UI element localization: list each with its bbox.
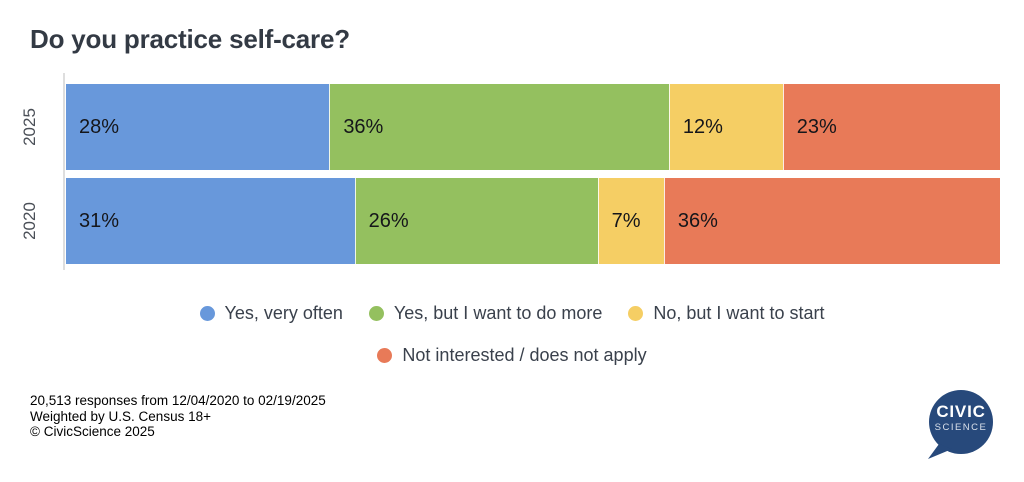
y-axis-tick-label: 2025 (20, 108, 40, 146)
bar-row-2020: 2020 31% 26% 7% 36% (20, 178, 1000, 264)
legend-label: Not interested / does not apply (402, 344, 647, 365)
legend-label: Yes, but I want to do more (393, 302, 603, 323)
logo-text: CIVIC SCIENCE (925, 402, 997, 433)
bar-segment: 36% (329, 84, 669, 170)
bar-stack: 31% 26% 7% 36% (66, 178, 1000, 264)
bar-stack: 28% 36% 12% 23% (66, 84, 1000, 170)
legend-label: No, but I want to start (653, 302, 825, 323)
logo-word-civic: CIVIC (936, 402, 986, 421)
chart-title: Do you practice self-care? (30, 24, 350, 54)
bar-value-label: 36% (677, 209, 718, 232)
legend-item: Yes, but I want to do more (368, 302, 603, 324)
bar-value-label: 12% (682, 115, 723, 138)
legend-item: Yes, very often (199, 302, 343, 324)
bar-segment: 31% (66, 178, 355, 264)
legend-row-1: Yes, very often Yes, but I want to do mor… (0, 302, 1024, 324)
legend: Yes, very often Yes, but I want to do mor… (0, 302, 1024, 366)
bar-value-label: 31% (79, 209, 120, 232)
bar-value-label: 36% (343, 115, 384, 138)
bar-segment: 12% (668, 84, 783, 170)
stacked-bar-chart: 2025 28% 36% 12% 23% 2020 31% 26% 7% 36% (20, 84, 1000, 272)
bar-segment: 23% (782, 84, 1000, 170)
bar-value-label: 7% (611, 209, 641, 232)
bar-value-label: 23% (796, 115, 837, 138)
legend-dot-icon (628, 305, 644, 321)
footnote: 20,513 responses from 12/04/2020 to 02/1… (30, 393, 326, 440)
y-axis-line (63, 73, 65, 270)
bar-segment: 26% (354, 178, 598, 264)
legend-dot-icon (377, 347, 393, 363)
footnote-weighting: Weighted by U.S. Census 18+ (30, 408, 211, 424)
y-axis-tick-label: 2020 (20, 202, 40, 240)
bar-value-label: 28% (79, 115, 120, 138)
bar-segment: 28% (66, 84, 330, 170)
legend-item: Not interested / does not apply (377, 344, 647, 366)
legend-label: Yes, very often (224, 302, 343, 323)
legend-item: No, but I want to start (628, 303, 824, 324)
legend-row-2: Not interested / does not apply (0, 344, 1024, 366)
bar-segment: 7% (597, 178, 664, 264)
footnote-copyright: © CivicScience 2025 (30, 424, 155, 439)
civicscience-logo: CIVIC SCIENCE (925, 388, 997, 460)
bar-value-label: 26% (368, 209, 409, 232)
speech-bubble-icon (928, 390, 993, 459)
bar-segment: 36% (663, 178, 1000, 264)
footnote-responses: 20,513 responses from 12/04/2020 to 02/1… (30, 393, 326, 408)
logo-word-science: SCIENCE (934, 422, 988, 433)
legend-dot-icon (368, 305, 384, 321)
bar-row-2025: 2025 28% 36% 12% 23% (20, 84, 1000, 170)
legend-dot-icon (199, 305, 215, 321)
